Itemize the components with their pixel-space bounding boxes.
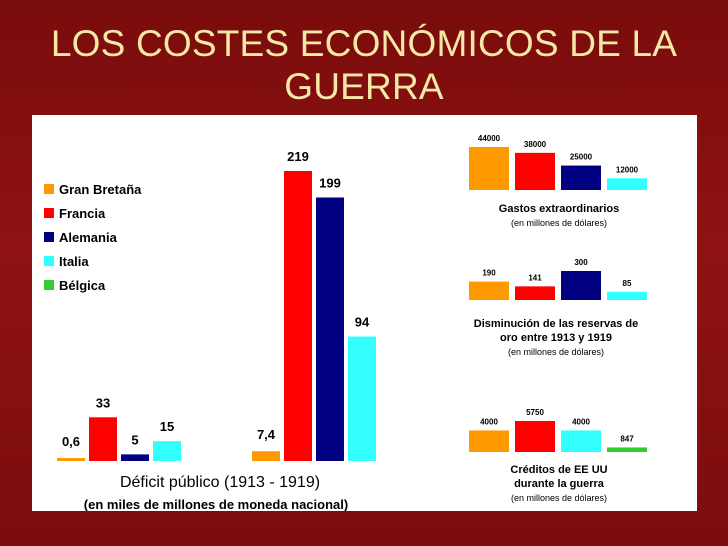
gastos-bar-alemania	[561, 165, 601, 190]
reservas-oro-bar-alemania	[561, 271, 601, 300]
legend-label-gran-bretana: Gran Bretaña	[59, 182, 142, 197]
gastos-subtitle: (en millones de dólares)	[511, 218, 607, 228]
reservas-oro-title: Disminución de las reservas de	[474, 318, 638, 330]
gastos-label-alemania: 25000	[570, 153, 593, 162]
charts-canvas: Gran Bretaña Francia Alemania Italia Bélgica…	[44, 134, 647, 511]
deficit-bar-italia-1913	[153, 441, 181, 461]
deficit-bar-italia-1919	[348, 336, 376, 461]
deficit-chart-subtitle: (en miles de millones de moneda nacional…	[84, 497, 348, 511]
deficit-bar-gran-bretana-1913	[57, 458, 85, 461]
creditos-label-belgica: 847	[620, 434, 634, 443]
deficit-label-francia-1919: 219	[287, 149, 309, 164]
creditos-label-gran-bretana: 4000	[480, 417, 498, 426]
legend: Gran Bretaña Francia Alemania Italia Bélgica	[44, 182, 142, 293]
legend-swatch-gran-bretana	[44, 184, 54, 194]
chart-panel: Gran Bretaña Francia Alemania Italia Bélgica…	[32, 115, 697, 511]
reservas-oro-label-gran-bretana: 190	[482, 269, 496, 278]
gastos-label-italia: 12000	[616, 165, 639, 174]
gastos-label-francia: 38000	[524, 140, 547, 149]
legend-label-italia: Italia	[59, 254, 89, 269]
creditos-bar-belgica	[607, 447, 647, 452]
gastos-title: Gastos extraordinarios	[499, 203, 619, 215]
gastos-chart: 44000 38000 25000 12000 Gastos extraordinari…	[469, 134, 647, 228]
reservas-oro-bar-italia	[607, 291, 647, 300]
slide-title: LOS COSTES ECONÓMICOS DE LA GUERRA	[0, 22, 728, 108]
deficit-bar-francia-1919	[284, 171, 312, 461]
gastos-bar-francia	[515, 152, 555, 190]
gastos-label-gran-bretana: 44000	[478, 134, 501, 143]
legend-swatch-alemania	[44, 232, 54, 242]
reservas-oro-bar-gran-bretana	[469, 281, 509, 300]
deficit-label-alemania-1913: 5	[131, 432, 138, 447]
deficit-bar-francia-1913	[89, 417, 117, 461]
deficit-label-francia-1913: 33	[96, 395, 110, 410]
reservas-oro-title-line-2: oro entre 1913 y 1919	[500, 332, 612, 344]
legend-label-alemania: Alemania	[59, 230, 118, 245]
reservas-oro-chart: 190 141 300 85 Disminución de las reservas d…	[469, 258, 647, 357]
deficit-label-italia-1913: 15	[160, 419, 174, 434]
creditos-subtitle: (en millones de dólares)	[511, 493, 607, 503]
reservas-oro-label-italia: 85	[623, 279, 632, 288]
legend-swatch-italia	[44, 256, 54, 266]
gastos-bar-italia	[607, 178, 647, 190]
deficit-label-gran-bretana-1913: 0,6	[62, 434, 80, 449]
legend-swatch-belgica	[44, 280, 54, 290]
legend-label-belgica: Bélgica	[59, 278, 106, 293]
creditos-bar-italia	[561, 430, 601, 452]
title-line-1: LOS COSTES ECONÓMICOS DE LA	[50, 23, 678, 64]
reservas-oro-bar-francia	[515, 286, 555, 300]
reservas-oro-subtitle: (en millones de dólares)	[508, 347, 604, 357]
deficit-chart: 0,6 33 5 15 7,4 219 199 94 Déficit público (1913…	[57, 149, 376, 511]
creditos-bar-gran-bretana	[469, 430, 509, 452]
creditos-bar-francia	[515, 421, 555, 452]
creditos-label-francia: 5750	[526, 408, 544, 417]
deficit-label-alemania-1919: 199	[319, 175, 341, 190]
reservas-oro-label-francia: 141	[528, 273, 542, 282]
creditos-label-italia: 4000	[572, 417, 590, 426]
deficit-bar-gran-bretana-1919	[252, 451, 280, 461]
creditos-title-line-2: durante la guerra	[514, 478, 605, 490]
title-line-2: GUERRA	[284, 66, 444, 107]
creditos-chart: 4000 5750 4000 847 Créditos de EE UU durante …	[469, 408, 647, 503]
deficit-bar-alemania-1919	[316, 197, 344, 461]
legend-label-francia: Francia	[59, 206, 106, 221]
legend-swatch-francia	[44, 208, 54, 218]
deficit-label-italia-1919: 94	[355, 315, 370, 330]
deficit-chart-title: Déficit público (1913 - 1919)	[120, 474, 320, 491]
deficit-label-gran-bretana-1919: 7,4	[257, 427, 276, 442]
gastos-bar-gran-bretana	[469, 147, 509, 190]
reservas-oro-label-alemania: 300	[574, 258, 588, 267]
deficit-bar-alemania-1913	[121, 454, 149, 461]
creditos-title: Créditos de EE UU	[510, 464, 607, 476]
